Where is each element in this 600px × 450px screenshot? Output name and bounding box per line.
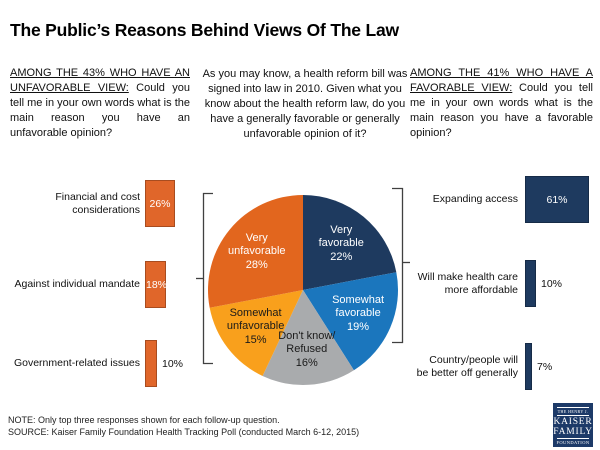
pie-slice-very-unfavorable bbox=[207, 195, 303, 308]
question-favorable-body: Could you tell me in your own words what… bbox=[410, 82, 593, 139]
bar-category-label: Against individual mandate bbox=[14, 278, 141, 290]
logo-rule bbox=[557, 415, 589, 416]
question-unfavorable: AMONG THE 43% WHO HAVE AN UNFAVORABLE VI… bbox=[10, 66, 190, 141]
pie-slice-label: Somewhat unfavorable 15% bbox=[226, 306, 285, 346]
pie-slice-somewhat-favorable bbox=[303, 272, 399, 371]
bar-favorable-reasons-0: 61% bbox=[525, 176, 589, 223]
pie-slice-label: Very unfavorable 28% bbox=[228, 231, 286, 271]
pie-slice-don-t-know-refused bbox=[262, 290, 354, 385]
kff-foundation-logo: THE HENRY J. KAISER FAMILY FOUNDATION bbox=[553, 403, 593, 447]
bar-value-label: 10% bbox=[162, 357, 184, 370]
bar-category-label: Government-related issues bbox=[13, 357, 140, 369]
bar-value-label: 18% bbox=[146, 278, 168, 291]
footer-source: SOURCE: Kaiser Family Foundation Health … bbox=[8, 427, 360, 437]
pie-slice-very-favorable bbox=[303, 195, 397, 290]
pie-slice-label: Don't know/Refused 16% bbox=[278, 329, 336, 369]
bar-category-label: Financial and cost considerations bbox=[55, 190, 140, 216]
logo-line-foundation: FOUNDATION bbox=[556, 440, 590, 445]
bar-category-label: Will make health care more affordable bbox=[417, 270, 518, 296]
page-title: The Public’s Reasons Behind Views Of The… bbox=[10, 20, 399, 40]
pie-canvas bbox=[207, 195, 399, 385]
bar-favorable-reasons-1 bbox=[525, 260, 536, 307]
pie-slice-label: Very favorable 22% bbox=[318, 223, 364, 263]
logo-line-henry: THE HENRY J. bbox=[557, 409, 589, 414]
bar-value-label: 10% bbox=[541, 277, 563, 290]
question-favorable-heading: AMONG THE 41% WHO HAVE A FAVORABLE VIEW: bbox=[410, 67, 593, 94]
bar-unfavorable-reasons-0: 26% bbox=[145, 180, 175, 227]
bar-unfavorable-reasons-2 bbox=[145, 340, 157, 387]
bar-unfavorable-reasons-1: 18% bbox=[145, 261, 168, 308]
bar-value-label: 7% bbox=[537, 360, 553, 373]
footer-note: NOTE: Only top three responses shown for… bbox=[8, 415, 280, 425]
bar-category-label: Expanding access bbox=[432, 193, 518, 205]
logo-line-family: FAMILY bbox=[553, 427, 593, 437]
bar-value-label: 61% bbox=[546, 193, 568, 206]
pie-slice-somewhat-unfavorable bbox=[209, 290, 303, 376]
logo-rule bbox=[557, 438, 589, 439]
bar-value-label: 26% bbox=[149, 197, 171, 210]
logo-line-kaiser: KAISER bbox=[553, 417, 593, 427]
pie-chart: Very favorable 22% Somewhat favorable 19% Don'… bbox=[198, 185, 408, 395]
bar-category-label: Country/people will be better off general… bbox=[416, 353, 518, 379]
question-main: As you may know, a health reform bill wa… bbox=[202, 68, 408, 140]
question-unfavorable-body: Could you tell me in your own words what… bbox=[10, 82, 190, 139]
question-unfavorable-heading: AMONG THE 43% WHO HAVE AN UNFAVORABLE VI… bbox=[10, 67, 190, 94]
question-favorable: AMONG THE 41% WHO HAVE A FAVORABLE VIEW:… bbox=[410, 66, 593, 141]
bar-favorable-reasons-2 bbox=[525, 343, 532, 390]
logo-rule bbox=[557, 407, 589, 408]
pie-slice-label: Somewhat favorable 19% bbox=[332, 293, 385, 333]
